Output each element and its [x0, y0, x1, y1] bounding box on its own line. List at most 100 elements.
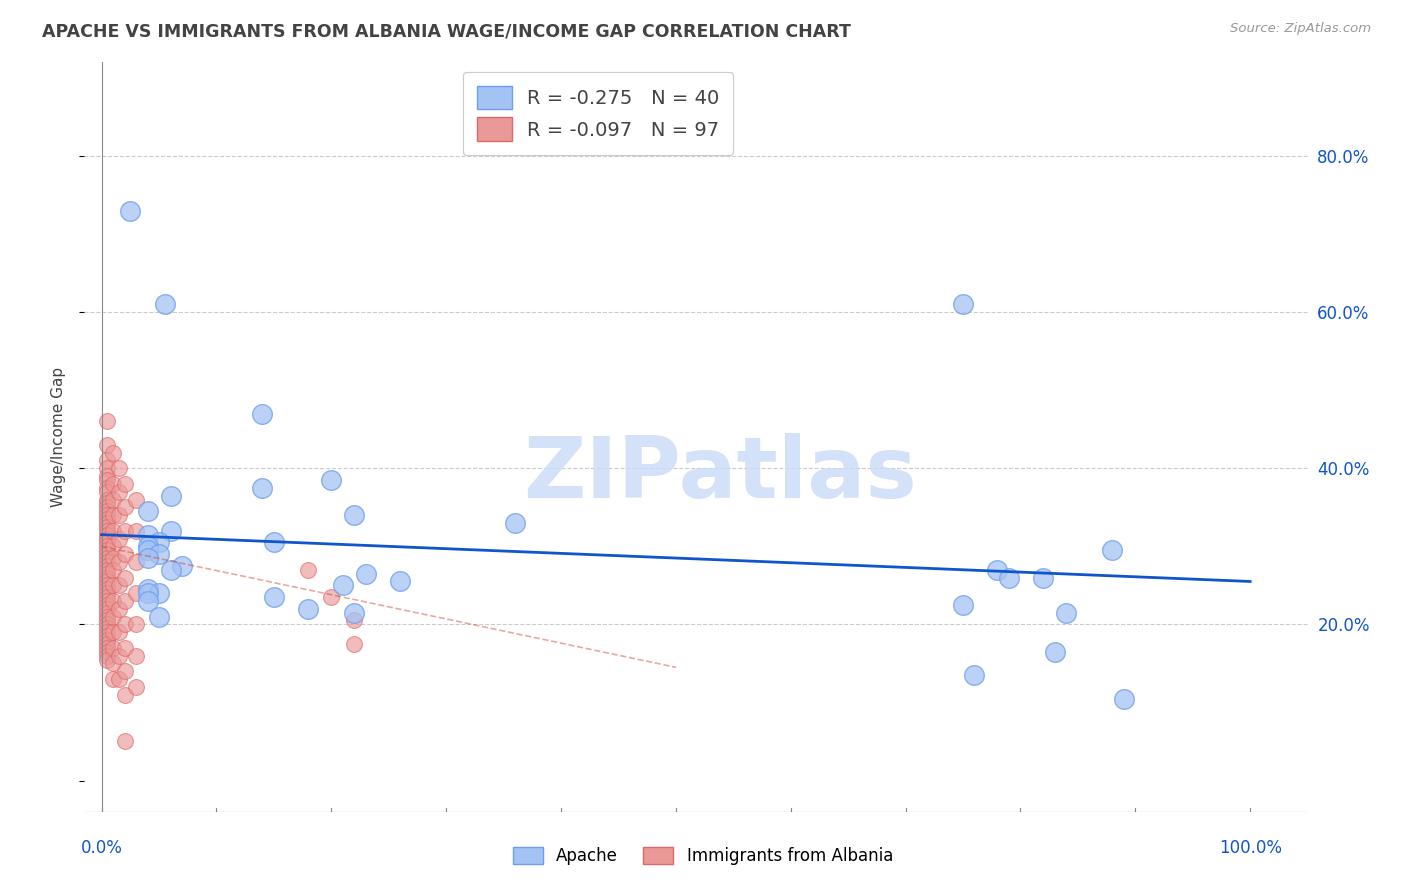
Point	[96, 524, 118, 538]
Point	[343, 508, 366, 523]
Point	[96, 574, 118, 589]
Text: 100.0%: 100.0%	[1219, 839, 1282, 857]
Point	[125, 555, 148, 569]
Point	[96, 633, 118, 648]
Point	[96, 637, 118, 651]
Point	[136, 586, 159, 600]
Point	[96, 481, 118, 495]
Point	[96, 578, 118, 592]
Point	[159, 489, 181, 503]
Point	[114, 594, 136, 608]
Point	[96, 527, 118, 541]
Point	[114, 524, 136, 538]
Point	[96, 414, 118, 429]
Point	[96, 614, 118, 628]
Point	[125, 648, 148, 663]
Point	[963, 668, 986, 682]
Point	[108, 555, 131, 569]
Point	[114, 617, 136, 632]
Point	[96, 516, 118, 530]
Point	[96, 609, 118, 624]
Point	[114, 664, 136, 679]
Point	[1043, 645, 1066, 659]
Point	[96, 645, 118, 659]
Point	[952, 598, 974, 612]
Point	[96, 520, 118, 534]
Point	[136, 594, 159, 608]
Point	[96, 621, 118, 635]
Point	[108, 484, 131, 499]
Point	[101, 563, 124, 577]
Point	[108, 625, 131, 640]
Point	[503, 516, 526, 530]
Point	[101, 609, 124, 624]
Point	[332, 578, 354, 592]
Point	[136, 582, 159, 597]
Point	[108, 508, 131, 523]
Point	[114, 547, 136, 561]
Point	[96, 640, 118, 655]
Text: Source: ZipAtlas.com: Source: ZipAtlas.com	[1230, 22, 1371, 36]
Point	[114, 500, 136, 515]
Point	[986, 563, 1008, 577]
Point	[96, 563, 118, 577]
Point	[148, 535, 170, 549]
Text: ZIPatlas: ZIPatlas	[523, 433, 917, 516]
Point	[96, 500, 118, 515]
Point	[120, 203, 142, 218]
Point	[101, 594, 124, 608]
Point	[136, 551, 159, 566]
Point	[159, 563, 181, 577]
Point	[96, 504, 118, 518]
Point	[96, 496, 118, 510]
Point	[136, 543, 159, 558]
Point	[96, 484, 118, 499]
Point	[252, 407, 274, 421]
Point	[101, 539, 124, 553]
Point	[96, 453, 118, 467]
Point	[96, 555, 118, 569]
Point	[96, 606, 118, 620]
Point	[263, 535, 285, 549]
Point	[354, 566, 377, 581]
Point	[114, 640, 136, 655]
Point	[343, 606, 366, 620]
Point	[96, 629, 118, 643]
Point	[108, 578, 131, 592]
Point	[114, 734, 136, 748]
Point	[108, 602, 131, 616]
Point	[101, 492, 124, 507]
Point	[101, 476, 124, 491]
Point	[114, 688, 136, 702]
Point	[96, 648, 118, 663]
Point	[297, 563, 319, 577]
Point	[1054, 606, 1077, 620]
Point	[96, 594, 118, 608]
Point	[136, 527, 159, 541]
Point	[148, 547, 170, 561]
Legend: Apache, Immigrants from Albania: Apache, Immigrants from Albania	[503, 837, 903, 875]
Point	[96, 602, 118, 616]
Point	[343, 614, 366, 628]
Point	[125, 492, 148, 507]
Point	[125, 680, 148, 694]
Point	[297, 602, 319, 616]
Point	[96, 590, 118, 604]
Point	[96, 473, 118, 487]
Point	[170, 558, 193, 573]
Point	[263, 590, 285, 604]
Point	[96, 535, 118, 549]
Legend: R = -0.275   N = 40, R = -0.097   N = 97: R = -0.275 N = 40, R = -0.097 N = 97	[463, 72, 733, 154]
Point	[1101, 543, 1123, 558]
Point	[125, 617, 148, 632]
Point	[159, 524, 181, 538]
Point	[108, 672, 131, 686]
Point	[108, 532, 131, 546]
Text: APACHE VS IMMIGRANTS FROM ALBANIA WAGE/INCOME GAP CORRELATION CHART: APACHE VS IMMIGRANTS FROM ALBANIA WAGE/I…	[42, 22, 851, 40]
Point	[96, 582, 118, 597]
Point	[96, 625, 118, 640]
Point	[136, 504, 159, 518]
Point	[96, 652, 118, 666]
Point	[101, 578, 124, 592]
Point	[108, 461, 131, 475]
